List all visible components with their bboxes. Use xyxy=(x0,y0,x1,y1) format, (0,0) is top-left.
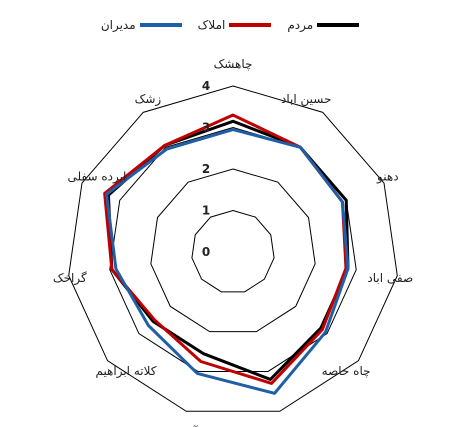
category-label-6: فرح آباد xyxy=(182,425,222,427)
category-label-9: ایرده سفلی xyxy=(67,169,126,184)
tick-label-1: 1 xyxy=(202,204,210,218)
tick-label-2: 2 xyxy=(202,162,210,176)
category-label-3: صفی اباد xyxy=(367,271,413,285)
category-label-7: کلاته ابراهیم xyxy=(95,364,156,379)
category-label-5: ویرانی xyxy=(252,426,284,427)
category-label-2: دهنو xyxy=(376,169,399,184)
legend-swatch-real-estate xyxy=(229,23,272,27)
category-label-4: چاه خاصه xyxy=(322,364,371,378)
legend-label-real-estate: املاک xyxy=(197,18,226,32)
series-line-1 xyxy=(103,113,348,385)
category-label-0: چاهشک xyxy=(214,57,253,71)
tick-label-0: 0 xyxy=(202,245,210,259)
legend-label-managers: مدیران xyxy=(100,18,136,32)
grid-ring-4 xyxy=(68,85,398,412)
legend-label-people: مردم xyxy=(287,18,314,32)
tick-label-4: 4 xyxy=(202,79,210,93)
category-label-1: حسین اباد xyxy=(281,92,331,107)
legend-swatch-managers xyxy=(139,23,182,27)
tick-label-3: 3 xyxy=(202,121,210,135)
legend-item-managers: مدیران xyxy=(101,18,182,32)
legend-item-people: مردم xyxy=(287,18,360,32)
legend-swatch-people xyxy=(317,23,360,27)
series-line-2 xyxy=(105,128,350,395)
category-label-10: زشک xyxy=(135,92,162,107)
legend-item-real-estate: املاک xyxy=(198,18,272,32)
chart-legend: مردم املاک مدیران xyxy=(0,12,460,38)
grid-ring-1 xyxy=(191,209,275,293)
grid-ring-2 xyxy=(150,168,316,333)
category-label-8: گراخک xyxy=(53,271,87,286)
